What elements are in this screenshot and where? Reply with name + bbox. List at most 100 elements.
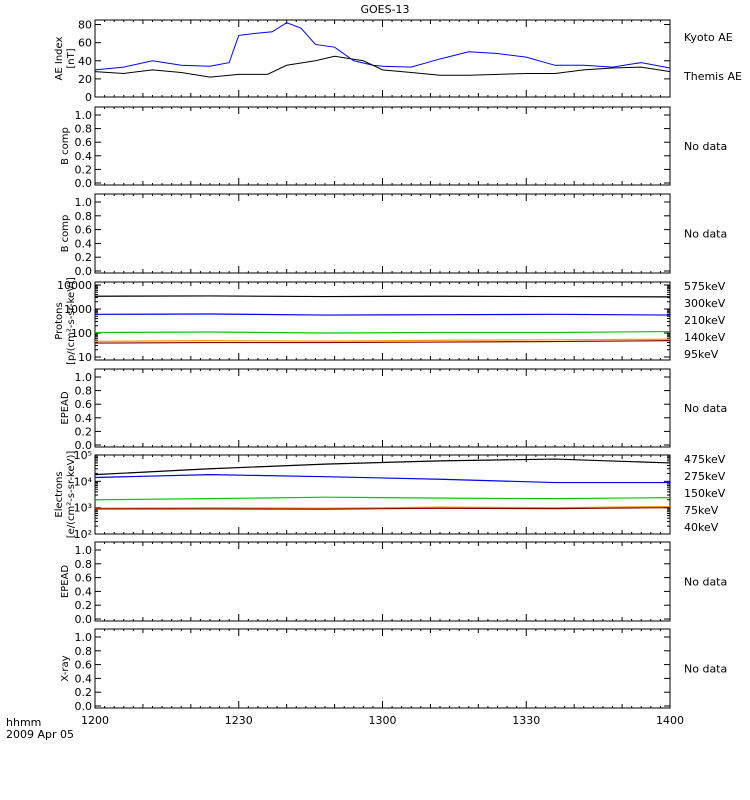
ytick-label-ae-1: 20: [78, 73, 92, 86]
ytick-label-electrons-0: 10²: [74, 528, 92, 541]
y-axis-label-b1: B comp: [60, 127, 71, 165]
ytick-label-xray-2: 0.4: [75, 672, 93, 685]
no-data-label-b1: No data: [684, 140, 727, 153]
ytick-label-epead1-0: 0.0: [75, 439, 93, 452]
panel-frame-protons: [94, 281, 671, 361]
ytick-label-electrons-3: 10⁵: [74, 449, 92, 462]
ytick-label-b1-2: 0.4: [75, 150, 93, 163]
series-line-protons-140keV: [94, 313, 671, 316]
legend-themis-ae: Themis AE: [683, 70, 742, 83]
series-line-kyoto-ae: [94, 22, 671, 71]
series-line-electrons-150keV: [94, 496, 671, 501]
ytick-label-xray-3: 0.6: [75, 659, 93, 672]
ytick-label-b1-3: 0.6: [75, 136, 93, 149]
panel-frame-epead2: [94, 541, 671, 622]
series-line-electrons-475keV: [95, 507, 671, 510]
ytick-label-electrons-2: 10⁴: [74, 475, 93, 488]
ytick-label-epead1-1: 0.2: [75, 425, 93, 438]
series-line-protons-210keV: [94, 330, 671, 334]
xtick-label-1300: 1300: [369, 714, 397, 727]
legend-protons-95keV: 95keV: [684, 348, 719, 361]
legend-protons-300keV: 300keV: [684, 297, 726, 310]
y-axis-label-b2: B comp: [60, 215, 71, 253]
series-line-electrons-275keV: [94, 505, 671, 509]
legend-electrons-40keV: 40keV: [684, 521, 719, 534]
ytick-label-xray-0: 0.0: [75, 700, 93, 713]
ytick-label-ae-0: 0: [85, 91, 92, 104]
panel-frame-electrons: [94, 454, 671, 535]
ytick-label-b1-1: 0.2: [75, 163, 93, 176]
ytick-label-b1-4: 0.8: [75, 123, 93, 136]
y-axis-label-xray: X-ray: [60, 655, 71, 681]
ytick-label-epead2-2: 0.4: [75, 585, 93, 598]
no-data-label-b2: No data: [684, 228, 727, 241]
legend-protons-140keV: 140keV: [684, 331, 726, 344]
ytick-label-epead2-5: 1.0: [75, 544, 93, 557]
panel-frame-b2: [94, 193, 671, 274]
no-data-label-epead2: No data: [684, 576, 727, 589]
ytick-label-b2-2: 0.4: [75, 237, 93, 250]
legend-electrons-275keV: 275keV: [684, 470, 726, 483]
ytick-label-epead2-0: 0.0: [75, 613, 93, 626]
panel-frame-ae: [94, 19, 671, 98]
xtick-label-1330: 1330: [512, 714, 540, 727]
legend-protons-575keV: 575keV: [684, 280, 726, 293]
ytick-label-xray-1: 0.2: [75, 686, 93, 699]
ytick-label-epead2-4: 0.8: [75, 558, 93, 571]
ytick-label-protons-1: 100: [71, 327, 92, 340]
ytick-label-protons-3: 10000: [57, 279, 92, 292]
panel-frame-xray: [94, 628, 671, 709]
series-line-protons-575keV: [94, 340, 671, 344]
ytick-label-epead2-1: 0.2: [75, 599, 93, 612]
y-axis-label-epead1: EPEAD: [60, 391, 71, 425]
time-unit-label: hhmm: [6, 716, 41, 729]
ytick-label-protons-2: 1000: [64, 303, 92, 316]
ytick-label-epead1-2: 0.4: [75, 412, 93, 425]
y-axis-label-electrons: Electrons: [54, 471, 65, 517]
legend-electrons-475keV: 475keV: [684, 453, 726, 466]
series-line-themis-ae: [94, 55, 671, 78]
xtick-label-1400: 1400: [656, 714, 684, 727]
panel-frame-epead1: [94, 368, 671, 448]
panel-frame-b1: [94, 106, 671, 186]
ytick-label-epead1-3: 0.6: [75, 398, 93, 411]
series-line-protons-95keV: [94, 295, 671, 298]
ytick-label-ae-4: 80: [78, 19, 92, 32]
ytick-label-xray-4: 0.8: [75, 645, 93, 658]
ytick-label-b2-5: 1.0: [75, 196, 93, 209]
ytick-label-epead1-5: 1.0: [75, 371, 93, 384]
xtick-label-1230: 1230: [225, 714, 253, 727]
y-axis-label-ae: AE Index: [54, 36, 65, 80]
xtick-label-1200: 1200: [81, 714, 109, 727]
y-axis-label-electrons: [e/(cm²-s-sr-keV)]: [66, 451, 77, 539]
y-axis-label-epead2: EPEAD: [60, 565, 71, 599]
legend-electrons-150keV: 150keV: [684, 487, 726, 500]
ytick-label-electrons-1: 10³: [74, 502, 92, 515]
y-axis-label-protons: Protons: [54, 302, 65, 339]
legend-electrons-75keV: 75keV: [684, 504, 719, 517]
ytick-label-b1-5: 1.0: [75, 109, 93, 122]
y-axis-label-ae: [nT]: [66, 48, 77, 68]
ytick-label-epead2-3: 0.6: [75, 572, 93, 585]
ytick-label-b2-0: 0.0: [75, 265, 93, 278]
ytick-label-b2-3: 0.6: [75, 224, 93, 237]
date-label: 2009 Apr 05: [6, 728, 74, 741]
ytick-label-ae-2: 40: [78, 55, 92, 68]
ytick-label-protons-0: 10: [78, 351, 92, 364]
series-line-protons-300keV: [94, 338, 671, 342]
plot-title: GOES-13: [360, 3, 409, 16]
ytick-label-b2-1: 0.2: [75, 251, 93, 264]
no-data-label-xray: No data: [684, 663, 727, 676]
y-axis-label-protons: [p/(cm²-s-sr-keV)]: [66, 277, 77, 365]
ytick-label-ae-3: 60: [78, 37, 92, 50]
ytick-label-epead1-4: 0.8: [75, 385, 93, 398]
ytick-label-xray-5: 1.0: [75, 631, 93, 644]
series-line-electrons-40keV: [94, 458, 671, 476]
legend-kyoto-ae: Kyoto AE: [684, 31, 733, 44]
legend-protons-210keV: 210keV: [684, 314, 726, 327]
no-data-label-epead1: No data: [684, 402, 727, 415]
ytick-label-b2-4: 0.8: [75, 210, 93, 223]
series-line-electrons-75keV: [94, 474, 670, 484]
